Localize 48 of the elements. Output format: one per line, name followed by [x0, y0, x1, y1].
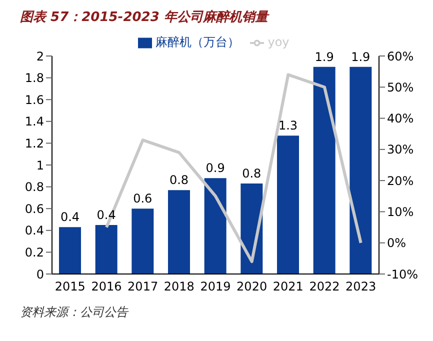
y-tick-label: 0 [36, 267, 44, 282]
chart-title: 图表 57：2015-2023 年公司麻醉机销量 [19, 8, 270, 27]
y2-tick-label: 10% [387, 204, 414, 219]
y-tick-label: 1.6 [24, 92, 44, 107]
legend-label: 麻醉机（万台） [156, 35, 240, 49]
bar [277, 136, 299, 274]
data-label: 1.9 [351, 50, 370, 64]
y-tick-label: 1.4 [24, 114, 44, 129]
y-tick-label: 0.4 [24, 224, 44, 238]
data-label: 0.6 [133, 192, 152, 206]
x-tick-label: 2018 [164, 280, 194, 294]
data-label: 1.3 [278, 118, 298, 133]
text: 资料来源：公司公告 [19, 304, 130, 321]
x-tick-label: 2023 [346, 280, 376, 294]
y2-tick-label: 30% [387, 142, 414, 157]
bar [313, 66, 336, 274]
bar [168, 190, 190, 274]
x-tick-label: 2015 [54, 280, 86, 294]
bar [350, 66, 372, 274]
y2-tick-label: 60% [387, 49, 414, 64]
data-label: 0.8 [169, 173, 189, 188]
bar [59, 227, 81, 274]
x-tick-label: 2016 [91, 280, 122, 294]
bar [132, 208, 154, 274]
x-tick-label: 2021 [272, 280, 304, 294]
y-tick-label: 2 [36, 49, 44, 64]
data-label: 0.4 [96, 208, 116, 222]
y-tick-label: 1.2 [24, 136, 44, 150]
data-label: 1.9 [314, 50, 334, 64]
bar [204, 178, 226, 274]
x-tick-label: 2019 [200, 280, 231, 294]
data-label: 0.8 [242, 166, 262, 181]
x-tick-label: 2020 [236, 280, 268, 294]
y-tick-label: 0.8 [24, 180, 44, 194]
y-tick-label: 1 [36, 158, 44, 172]
y2-tick-label: -10% [387, 267, 418, 282]
y-tick-label: 1.8 [24, 71, 44, 86]
y2-tick-label: 20% [387, 174, 414, 188]
x-tick-label: 2017 [128, 280, 158, 294]
data-label: 0.4 [60, 210, 80, 224]
data-label: 0.9 [206, 161, 225, 176]
bar [95, 224, 118, 274]
y2-tick-label: 50% [387, 80, 414, 94]
y2-tick-label: 0% [387, 236, 406, 250]
y2-tick-label: 40% [387, 112, 414, 126]
x-tick-label: 2022 [309, 280, 340, 294]
y-tick-label: 0.2 [24, 245, 44, 260]
y-tick-label: 0.6 [24, 202, 44, 216]
